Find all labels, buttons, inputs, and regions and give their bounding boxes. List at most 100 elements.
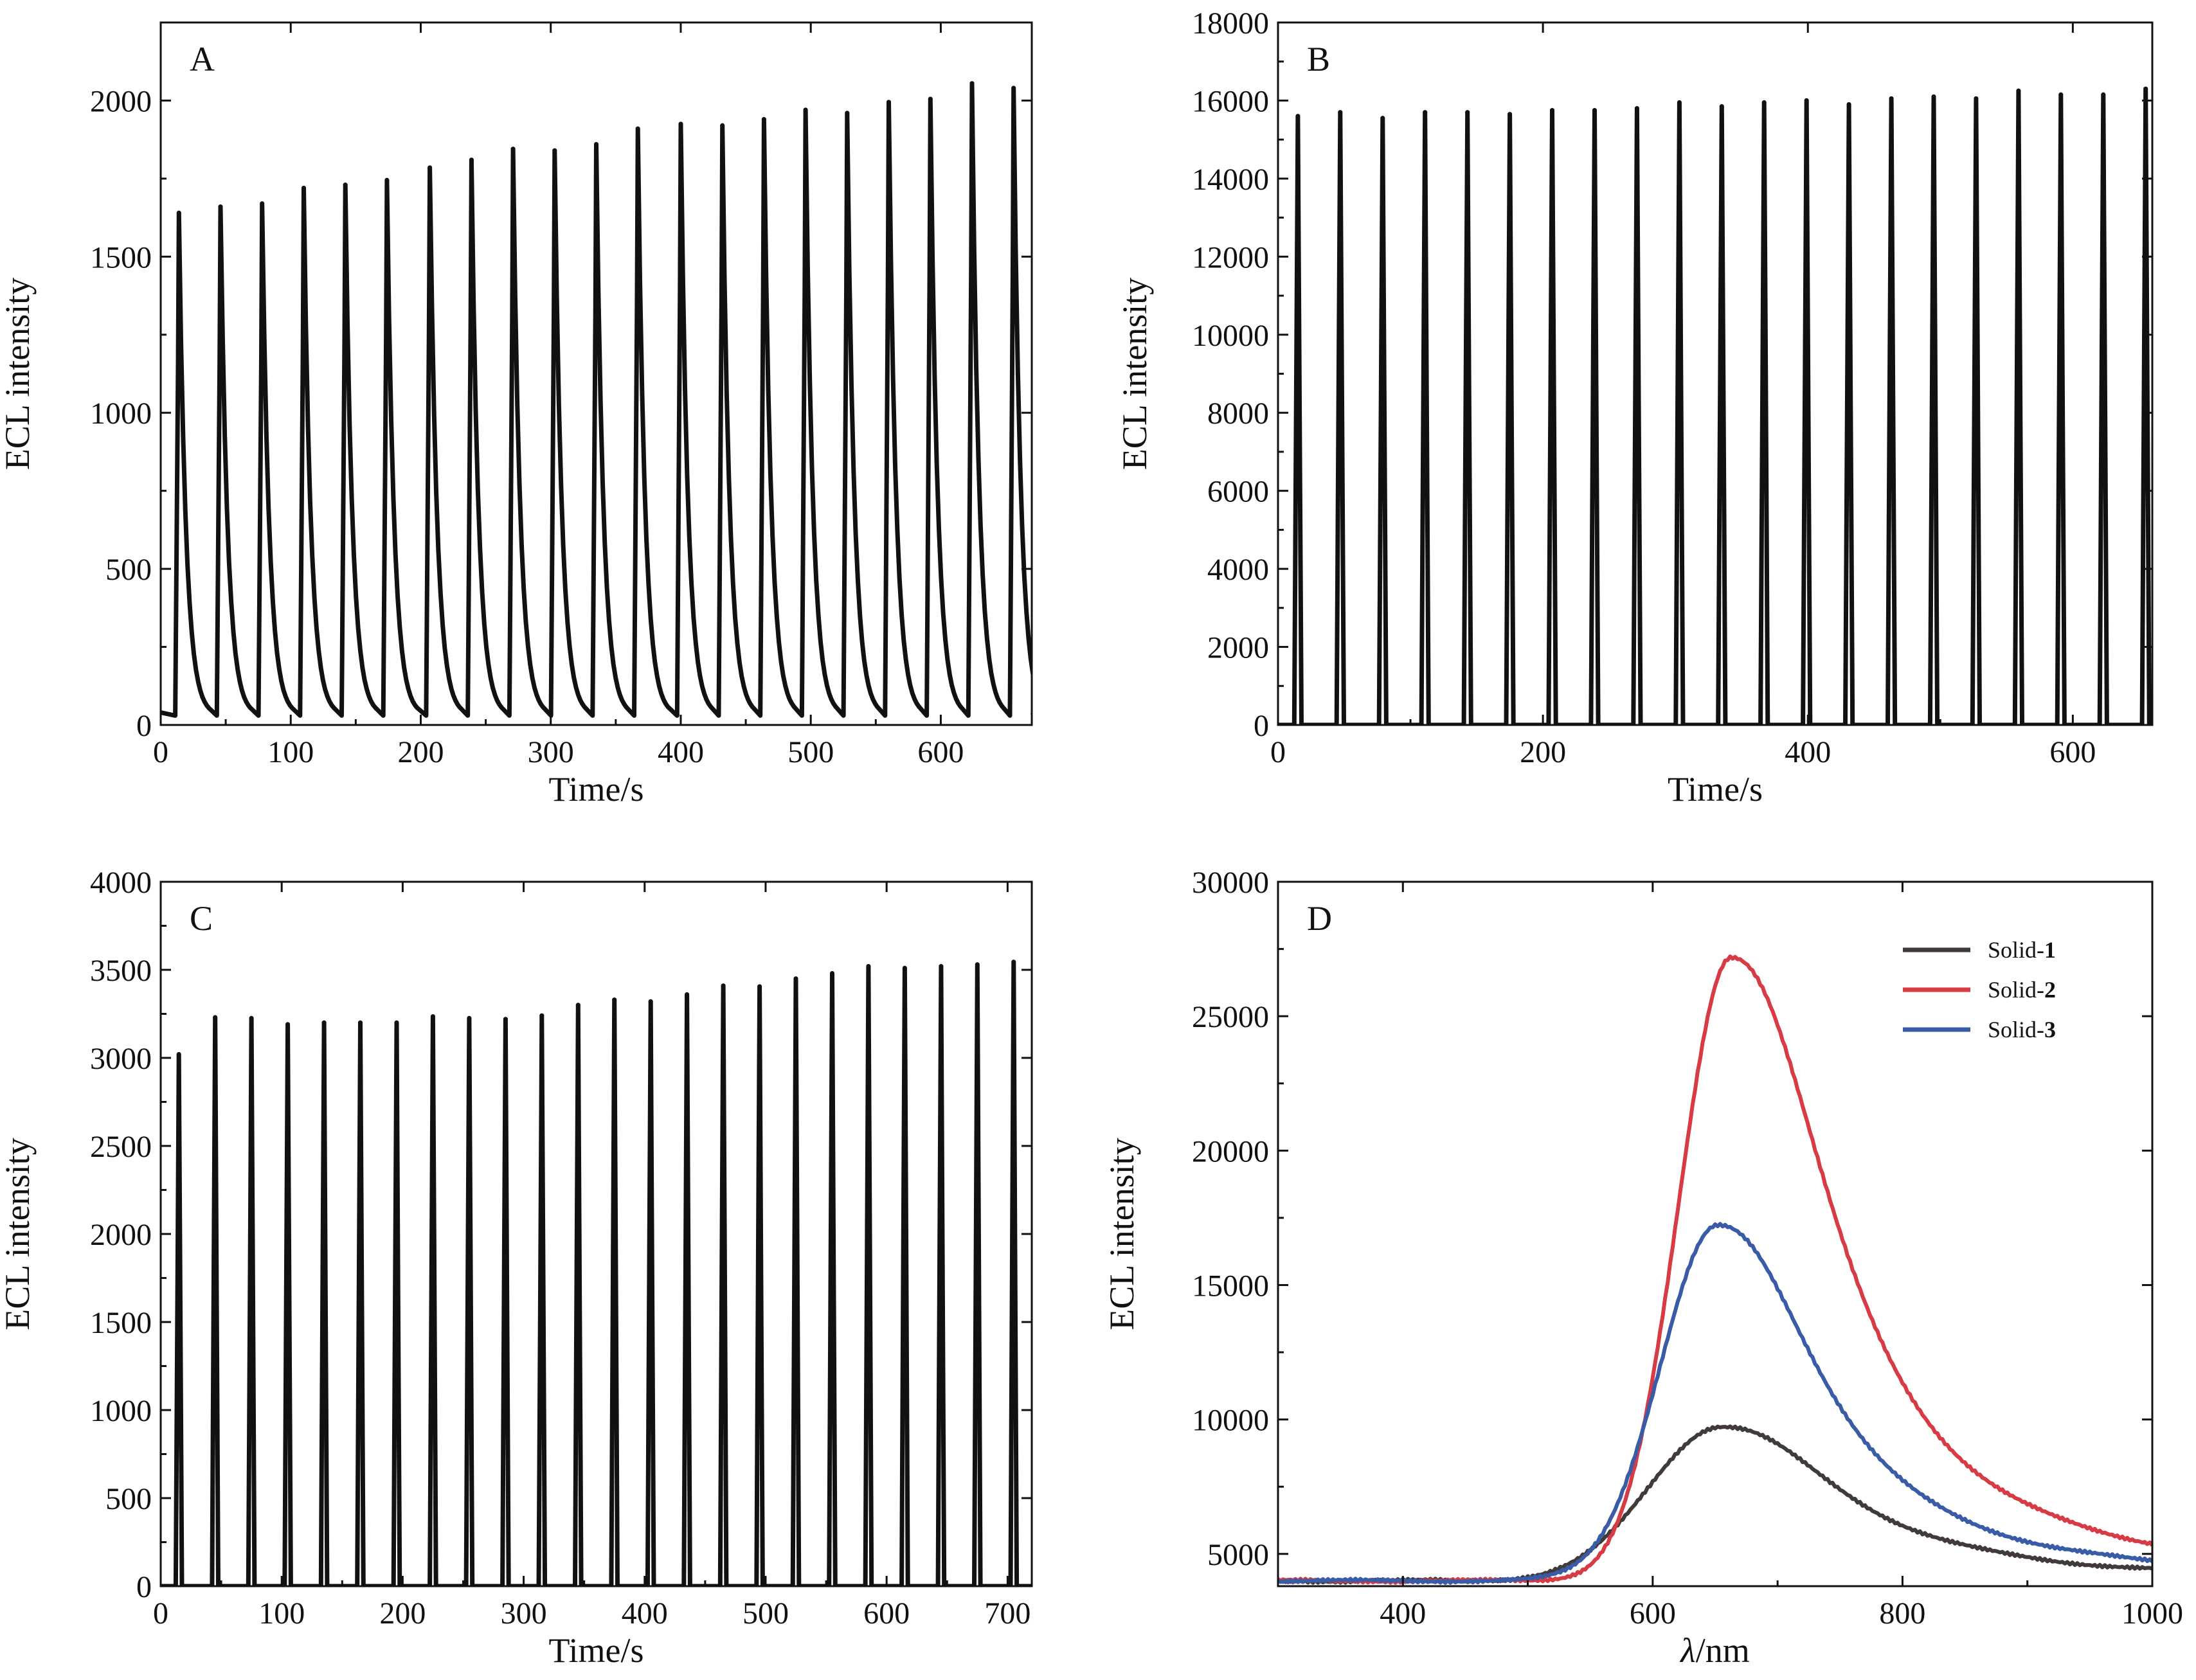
peak-point xyxy=(575,1003,580,1008)
legend-label-prefix: Solid- xyxy=(1988,1017,2044,1042)
legend-entry: Solid-1 xyxy=(1988,937,2056,963)
legend-entry: Solid-2 xyxy=(1988,977,2056,1003)
peak-point xyxy=(176,1052,181,1057)
y-tick-label: 1000 xyxy=(90,397,152,431)
x-tick-label: 300 xyxy=(528,735,574,769)
y-tick-label: 6000 xyxy=(1207,475,1269,509)
y-tick-label: 3500 xyxy=(90,954,152,988)
y-tick-label: 2500 xyxy=(90,1130,152,1164)
peak-point xyxy=(218,204,223,210)
x-axis-title: λ/nm xyxy=(1679,1631,1749,1670)
x-tick-label: 0 xyxy=(153,735,168,769)
peak-point xyxy=(1592,108,1597,113)
x-tick-label: 200 xyxy=(379,1596,426,1631)
y-tick-label: 1000 xyxy=(90,1394,152,1428)
peak-point xyxy=(430,1014,435,1019)
y-tick-label: 8000 xyxy=(1207,397,1269,431)
peak-point xyxy=(902,965,907,970)
panel-letter: D xyxy=(1307,899,1332,938)
x-tick-label: 700 xyxy=(984,1596,1030,1631)
peak-point xyxy=(975,962,980,967)
peak-point xyxy=(635,126,640,131)
peak-point xyxy=(428,165,433,170)
y-tick-label: 0 xyxy=(1254,709,1269,743)
peak-point xyxy=(612,997,617,1003)
peak-point xyxy=(1634,106,1639,111)
peak-point xyxy=(552,148,557,153)
peak-point xyxy=(302,186,306,190)
peak-point xyxy=(685,992,690,997)
peak-point xyxy=(830,971,834,976)
peak-point xyxy=(1974,96,1979,101)
x-tick-label: 400 xyxy=(1785,735,1831,769)
legend-label-number: 1 xyxy=(2044,937,2056,963)
peak-point xyxy=(757,984,762,989)
peak-point xyxy=(594,142,598,147)
y-tick-label: 0 xyxy=(136,1570,152,1604)
series-line-a xyxy=(161,81,1032,718)
y-tick-label: 18000 xyxy=(1192,6,1269,40)
x-tick-label: 100 xyxy=(258,1596,305,1631)
x-tick-label: 0 xyxy=(1270,735,1286,769)
legend-entry: Solid-3 xyxy=(1988,1017,2056,1042)
y-tick-label: 0 xyxy=(136,709,152,743)
series-line-b xyxy=(1278,86,2152,725)
x-tick-label: 0 xyxy=(153,1596,168,1631)
y-axis-title: ECL intensity xyxy=(1102,1138,1141,1330)
y-tick-label: 2000 xyxy=(90,84,152,118)
peak-point xyxy=(939,964,944,969)
y-tick-label: 30000 xyxy=(1192,866,1269,900)
y-tick-label: 500 xyxy=(105,1482,152,1516)
x-axis-title-unit: /nm xyxy=(1696,1631,1750,1670)
peak-point xyxy=(503,1017,508,1022)
peak-point xyxy=(176,210,181,215)
y-axis-title: ECL intensity xyxy=(1115,278,1154,470)
peak-point xyxy=(1889,96,1894,101)
peak-point xyxy=(648,999,653,1004)
series-b xyxy=(1278,86,2152,725)
peak-point xyxy=(2101,92,2106,97)
legend-label-prefix: Solid- xyxy=(1988,977,2044,1003)
y-tick-label: 20000 xyxy=(1192,1134,1269,1168)
panel-letter: C xyxy=(190,899,213,938)
peak-point xyxy=(2058,92,2064,97)
peak-point xyxy=(2143,86,2148,91)
peak-point xyxy=(469,157,474,163)
peak-point xyxy=(510,147,516,152)
panel-a: 0 100 200 300 400 500 600 0 500 1000 1500 2000 Time/… xyxy=(0,21,1033,809)
y-tick-label: 1500 xyxy=(90,240,152,274)
peak-point xyxy=(1295,114,1300,119)
y-tick-label: 16000 xyxy=(1192,84,1269,118)
panel-letter: A xyxy=(190,40,215,78)
y-tick-label: 500 xyxy=(105,553,152,587)
x-tick-label: 600 xyxy=(2049,735,2096,769)
peak-point xyxy=(1550,108,1554,113)
peak-point xyxy=(285,1022,291,1027)
peak-point xyxy=(887,100,891,105)
peak-point xyxy=(1804,98,1809,103)
peak-point xyxy=(1011,960,1016,965)
peak-point xyxy=(866,964,871,969)
series-line-3 xyxy=(1278,1222,2152,1585)
y-tick-label: 3000 xyxy=(90,1042,152,1076)
x-axis-title: Time/s xyxy=(548,1631,644,1670)
y-tick-label: 15000 xyxy=(1192,1269,1269,1303)
peak-point xyxy=(1338,110,1343,115)
peak-point xyxy=(1465,110,1470,115)
series-a xyxy=(161,81,1032,718)
peak-point xyxy=(539,1013,544,1018)
peak-point xyxy=(720,123,725,128)
peak-point xyxy=(1508,112,1513,117)
y-axis-title: ECL intensity xyxy=(0,278,37,470)
x-tick-label: 600 xyxy=(1630,1596,1676,1631)
legend-label-prefix: Solid- xyxy=(1988,937,2044,963)
x-axis-title: Time/s xyxy=(1668,770,1763,809)
peak-point xyxy=(249,1015,254,1021)
y-tick-label: 1500 xyxy=(90,1306,152,1340)
peak-point xyxy=(1677,100,1682,105)
x-tick-label: 500 xyxy=(788,735,834,769)
peak-point xyxy=(1423,110,1428,115)
x-tick-label: 200 xyxy=(1520,735,1566,769)
peak-point xyxy=(678,121,683,127)
